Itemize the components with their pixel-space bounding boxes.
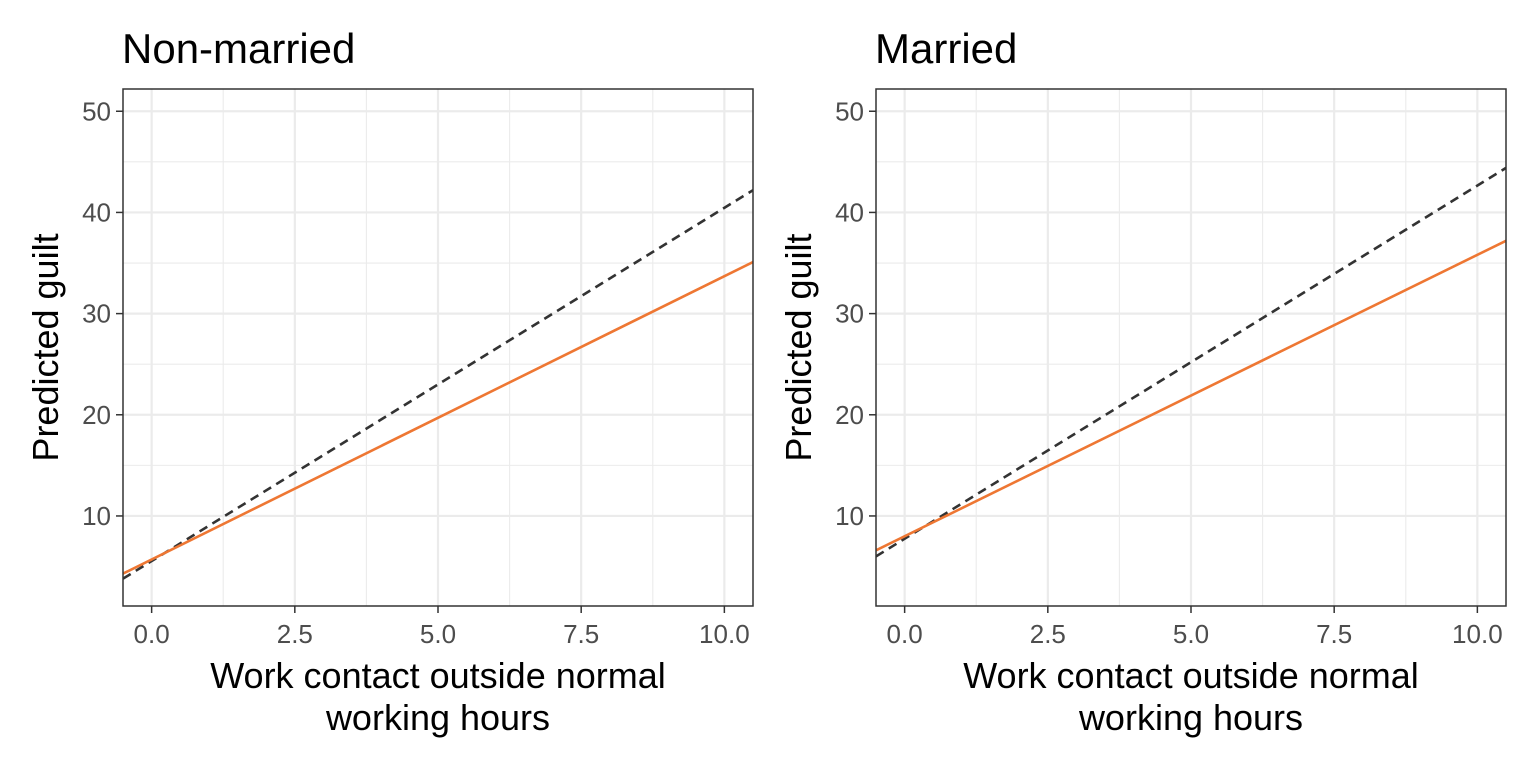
x-tick-label: 5.0 — [420, 619, 456, 649]
x-axis-title-line: Work contact outside normal — [963, 655, 1419, 696]
x-tick-label: 0.0 — [134, 619, 170, 649]
x-tick-label: 0.0 — [887, 619, 923, 649]
x-tick-label: 2.5 — [1030, 619, 1066, 649]
x-tick-label: 2.5 — [277, 619, 313, 649]
y-tick-label: 10 — [82, 501, 111, 531]
y-tick-label: 30 — [82, 299, 111, 329]
y-tick-label: 10 — [835, 501, 864, 531]
solid-series-line — [876, 239, 1506, 552]
x-axis-title: Work contact outside normal working hours — [210, 655, 666, 738]
x-axis-title-line: working hours — [325, 697, 550, 738]
x-tick-label: 5.0 — [1173, 619, 1209, 649]
x-axis-title-line: Work contact outside normal — [210, 655, 666, 696]
dashed-series-line — [123, 189, 753, 580]
panel-title: Married — [875, 25, 1017, 72]
dashed-series-line — [876, 166, 1506, 558]
x-tick-label: 7.5 — [1316, 619, 1352, 649]
y-tick-label: 20 — [835, 400, 864, 430]
solid-series-line — [123, 260, 753, 575]
y-tick-label: 20 — [82, 400, 111, 430]
chart-panel-1: 0.0 2.5 5.0 7.5 10.0 10 20 30 40 50 Non-married Wor… — [25, 25, 754, 738]
chart-panel-2: 0.0 2.5 5.0 7.5 10.0 10 20 30 40 50 Married Work co… — [778, 25, 1507, 738]
y-tick-label: 50 — [835, 96, 864, 126]
x-axis-title-line: working hours — [1078, 697, 1303, 738]
y-tick-label: 40 — [82, 197, 111, 227]
y-tick-label: 50 — [82, 96, 111, 126]
y-tick-label: 40 — [835, 197, 864, 227]
x-tick-label: 7.5 — [563, 619, 599, 649]
x-tick-label: 10.0 — [699, 619, 750, 649]
y-axis-title: Predicted guilt — [778, 233, 819, 461]
panel-title: Non-married — [122, 25, 355, 72]
y-tick-label: 30 — [835, 299, 864, 329]
x-tick-label: 10.0 — [1452, 619, 1503, 649]
y-axis-title: Predicted guilt — [25, 233, 66, 461]
x-axis-title: Work contact outside normal working hours — [963, 655, 1419, 738]
